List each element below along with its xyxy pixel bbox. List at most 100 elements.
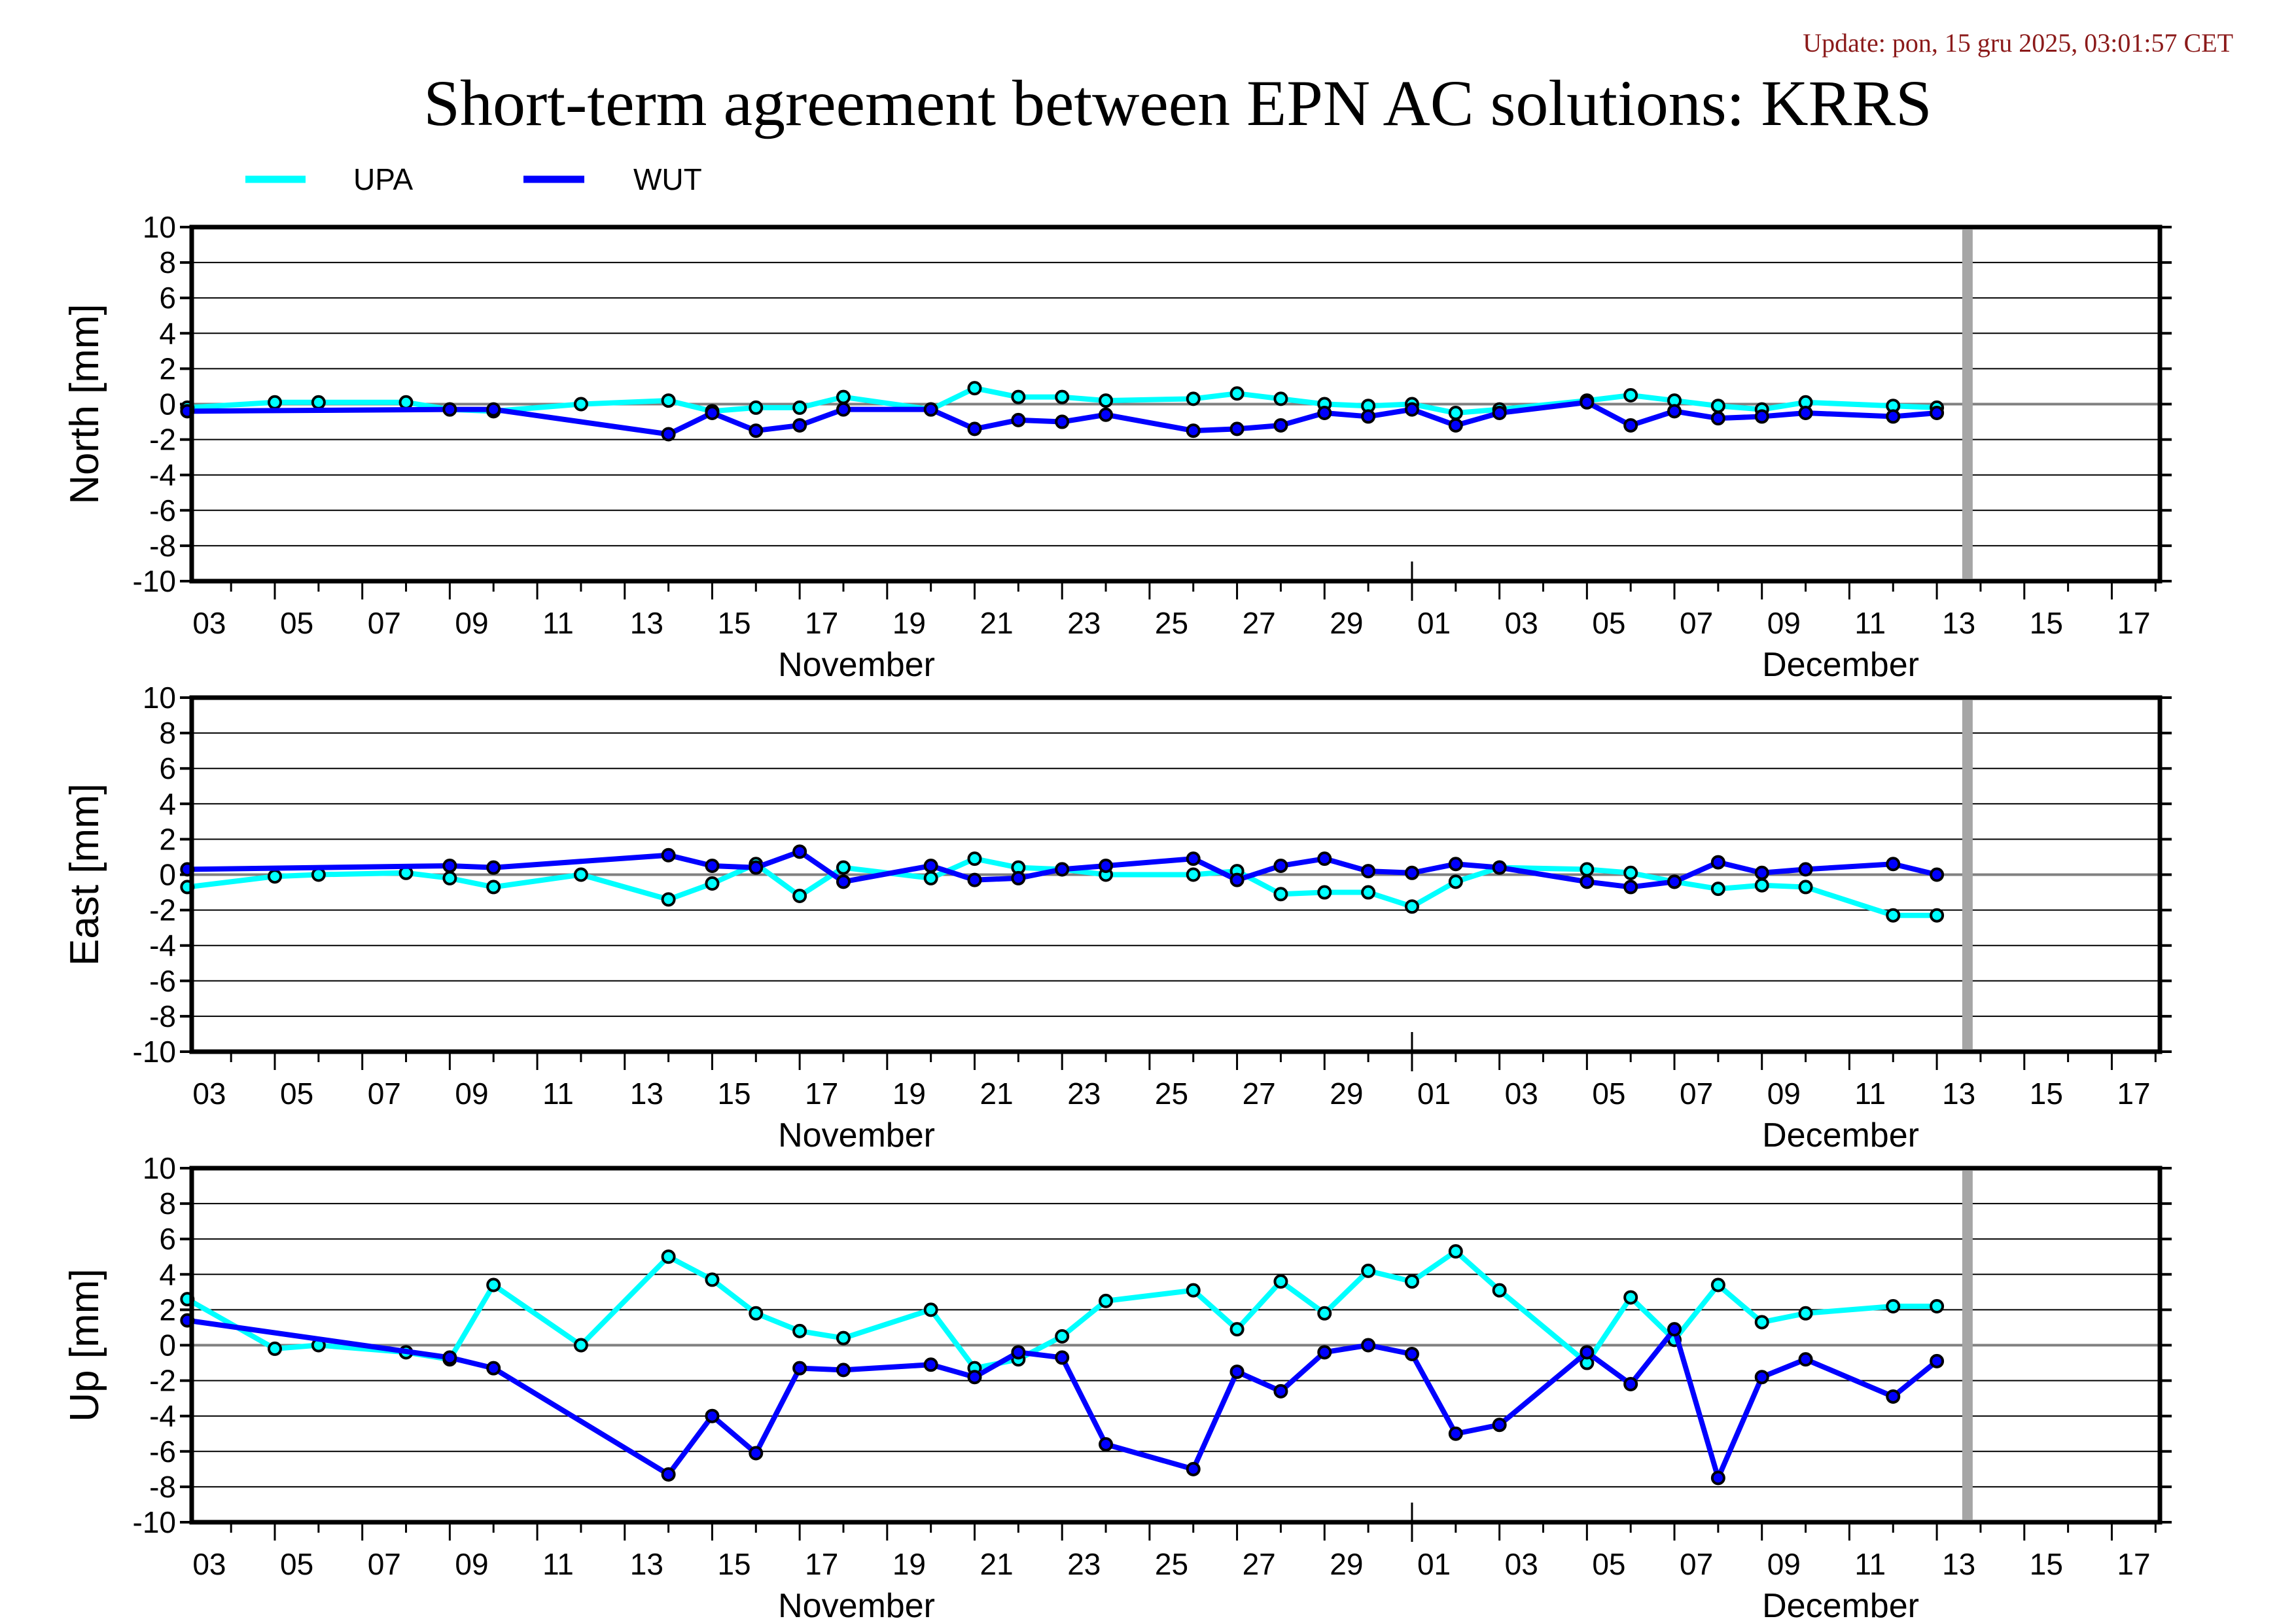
x-tick-label: 13 bbox=[1942, 1547, 1975, 1581]
data-point-wut bbox=[749, 1446, 764, 1461]
y-axis-label: East [mm] bbox=[62, 783, 107, 966]
x-tick-label: 15 bbox=[717, 1547, 751, 1581]
x-tick-label: 03 bbox=[1505, 606, 1538, 640]
y-tick-label: -6 bbox=[149, 964, 176, 998]
data-point-wut bbox=[1754, 1370, 1769, 1385]
x-tick-label: 15 bbox=[2030, 1547, 2063, 1581]
x-tick-label: 29 bbox=[1330, 1547, 1363, 1581]
data-point-upa bbox=[311, 395, 326, 410]
data-point-wut bbox=[1186, 1461, 1201, 1476]
current-day-marker bbox=[1962, 700, 1973, 1049]
data-point-upa bbox=[1930, 908, 1945, 923]
data-point-upa bbox=[1754, 878, 1769, 893]
data-point-upa bbox=[442, 870, 457, 885]
x-tick-label: 03 bbox=[1505, 1077, 1538, 1111]
data-point-wut bbox=[705, 1408, 720, 1423]
x-tick-label: 11 bbox=[1854, 606, 1886, 640]
data-point-wut bbox=[1229, 421, 1245, 437]
data-point-wut bbox=[749, 860, 764, 875]
data-point-wut bbox=[1055, 414, 1070, 429]
x-tick-label: 25 bbox=[1155, 606, 1188, 640]
data-point-wut bbox=[1448, 418, 1463, 433]
data-point-upa bbox=[967, 381, 982, 396]
x-tick-label: 27 bbox=[1243, 1077, 1276, 1111]
data-point-upa bbox=[573, 1338, 588, 1353]
data-point-wut bbox=[1186, 423, 1201, 438]
data-point-wut bbox=[1754, 409, 1769, 424]
y-tick-label: -6 bbox=[149, 1435, 176, 1469]
y-tick-label: -8 bbox=[149, 529, 176, 563]
data-point-upa bbox=[486, 1277, 501, 1293]
data-point-wut bbox=[1710, 855, 1725, 870]
data-point-upa bbox=[311, 867, 326, 882]
data-point-wut bbox=[705, 858, 720, 873]
data-point-upa bbox=[1798, 880, 1813, 895]
x-tick-label: 17 bbox=[2117, 1077, 2150, 1111]
x-tick-label: 09 bbox=[455, 1077, 488, 1111]
data-point-wut bbox=[1317, 406, 1332, 421]
data-point-upa bbox=[1492, 1283, 1507, 1298]
x-tick-label: 29 bbox=[1330, 606, 1363, 640]
data-point-wut bbox=[1011, 412, 1026, 427]
data-point-upa bbox=[1186, 867, 1201, 882]
data-point-wut bbox=[1404, 402, 1419, 417]
data-point-upa bbox=[1186, 1283, 1201, 1298]
data-point-upa bbox=[1317, 885, 1332, 900]
y-tick-label: 0 bbox=[159, 858, 176, 892]
series-wut bbox=[180, 395, 1945, 442]
data-point-wut bbox=[1099, 407, 1114, 422]
y-tick-label: 2 bbox=[159, 1293, 176, 1327]
data-point-wut bbox=[1229, 1364, 1245, 1380]
x-tick-label: 07 bbox=[368, 1547, 401, 1581]
x-tick-label: 11 bbox=[542, 1547, 574, 1581]
x-tick-label: 09 bbox=[1767, 1547, 1801, 1581]
data-point-upa bbox=[268, 395, 283, 410]
data-point-wut bbox=[923, 402, 938, 417]
data-point-upa bbox=[1404, 1274, 1419, 1289]
data-point-upa bbox=[1623, 1290, 1638, 1305]
data-point-wut bbox=[1623, 880, 1638, 895]
y-tick-label: 10 bbox=[143, 1151, 176, 1185]
x-tick-label: 19 bbox=[892, 1077, 926, 1111]
data-point-upa bbox=[1798, 1306, 1813, 1321]
data-point-wut bbox=[1273, 858, 1288, 873]
x-tick-label: 07 bbox=[368, 606, 401, 640]
data-point-wut bbox=[967, 872, 982, 887]
x-tick-label: 15 bbox=[717, 606, 751, 640]
current-day-marker bbox=[1962, 230, 1973, 579]
x-tick-label: 15 bbox=[2030, 1077, 2063, 1111]
data-point-wut bbox=[705, 406, 720, 421]
x-tick-label: 13 bbox=[630, 606, 663, 640]
plot-frame bbox=[189, 695, 2163, 1054]
data-point-wut bbox=[1798, 1352, 1813, 1367]
data-point-wut bbox=[442, 858, 457, 873]
data-point-wut bbox=[1317, 1345, 1332, 1360]
x-tick-label: 23 bbox=[1067, 1077, 1101, 1111]
x-tick-label: 17 bbox=[805, 1077, 838, 1111]
y-tick-label: 2 bbox=[159, 351, 176, 385]
x-tick-label: 19 bbox=[892, 1547, 926, 1581]
data-point-upa bbox=[749, 1306, 764, 1321]
data-point-upa bbox=[1886, 1298, 1901, 1313]
x-tick-label: 21 bbox=[980, 1077, 1014, 1111]
month-label-november: November bbox=[778, 1587, 935, 1623]
data-point-upa bbox=[1055, 389, 1070, 404]
data-point-upa bbox=[836, 389, 851, 404]
data-point-upa bbox=[1229, 1322, 1245, 1337]
data-point-wut bbox=[442, 1350, 457, 1365]
data-point-upa bbox=[1886, 908, 1901, 923]
y-tick-label: 0 bbox=[159, 1329, 176, 1363]
x-tick-label: 03 bbox=[1505, 1547, 1538, 1581]
x-tick-label: 15 bbox=[717, 1077, 751, 1111]
data-point-upa bbox=[486, 880, 501, 895]
x-tick-label: 11 bbox=[1854, 1547, 1886, 1581]
data-point-wut bbox=[1492, 406, 1507, 421]
x-tick-label: 21 bbox=[980, 606, 1014, 640]
x-tick-label: 05 bbox=[1592, 1077, 1625, 1111]
x-tick-label: 05 bbox=[280, 1547, 313, 1581]
month-label-december: December bbox=[1762, 1116, 1919, 1154]
y-tick-label: 6 bbox=[159, 751, 176, 785]
